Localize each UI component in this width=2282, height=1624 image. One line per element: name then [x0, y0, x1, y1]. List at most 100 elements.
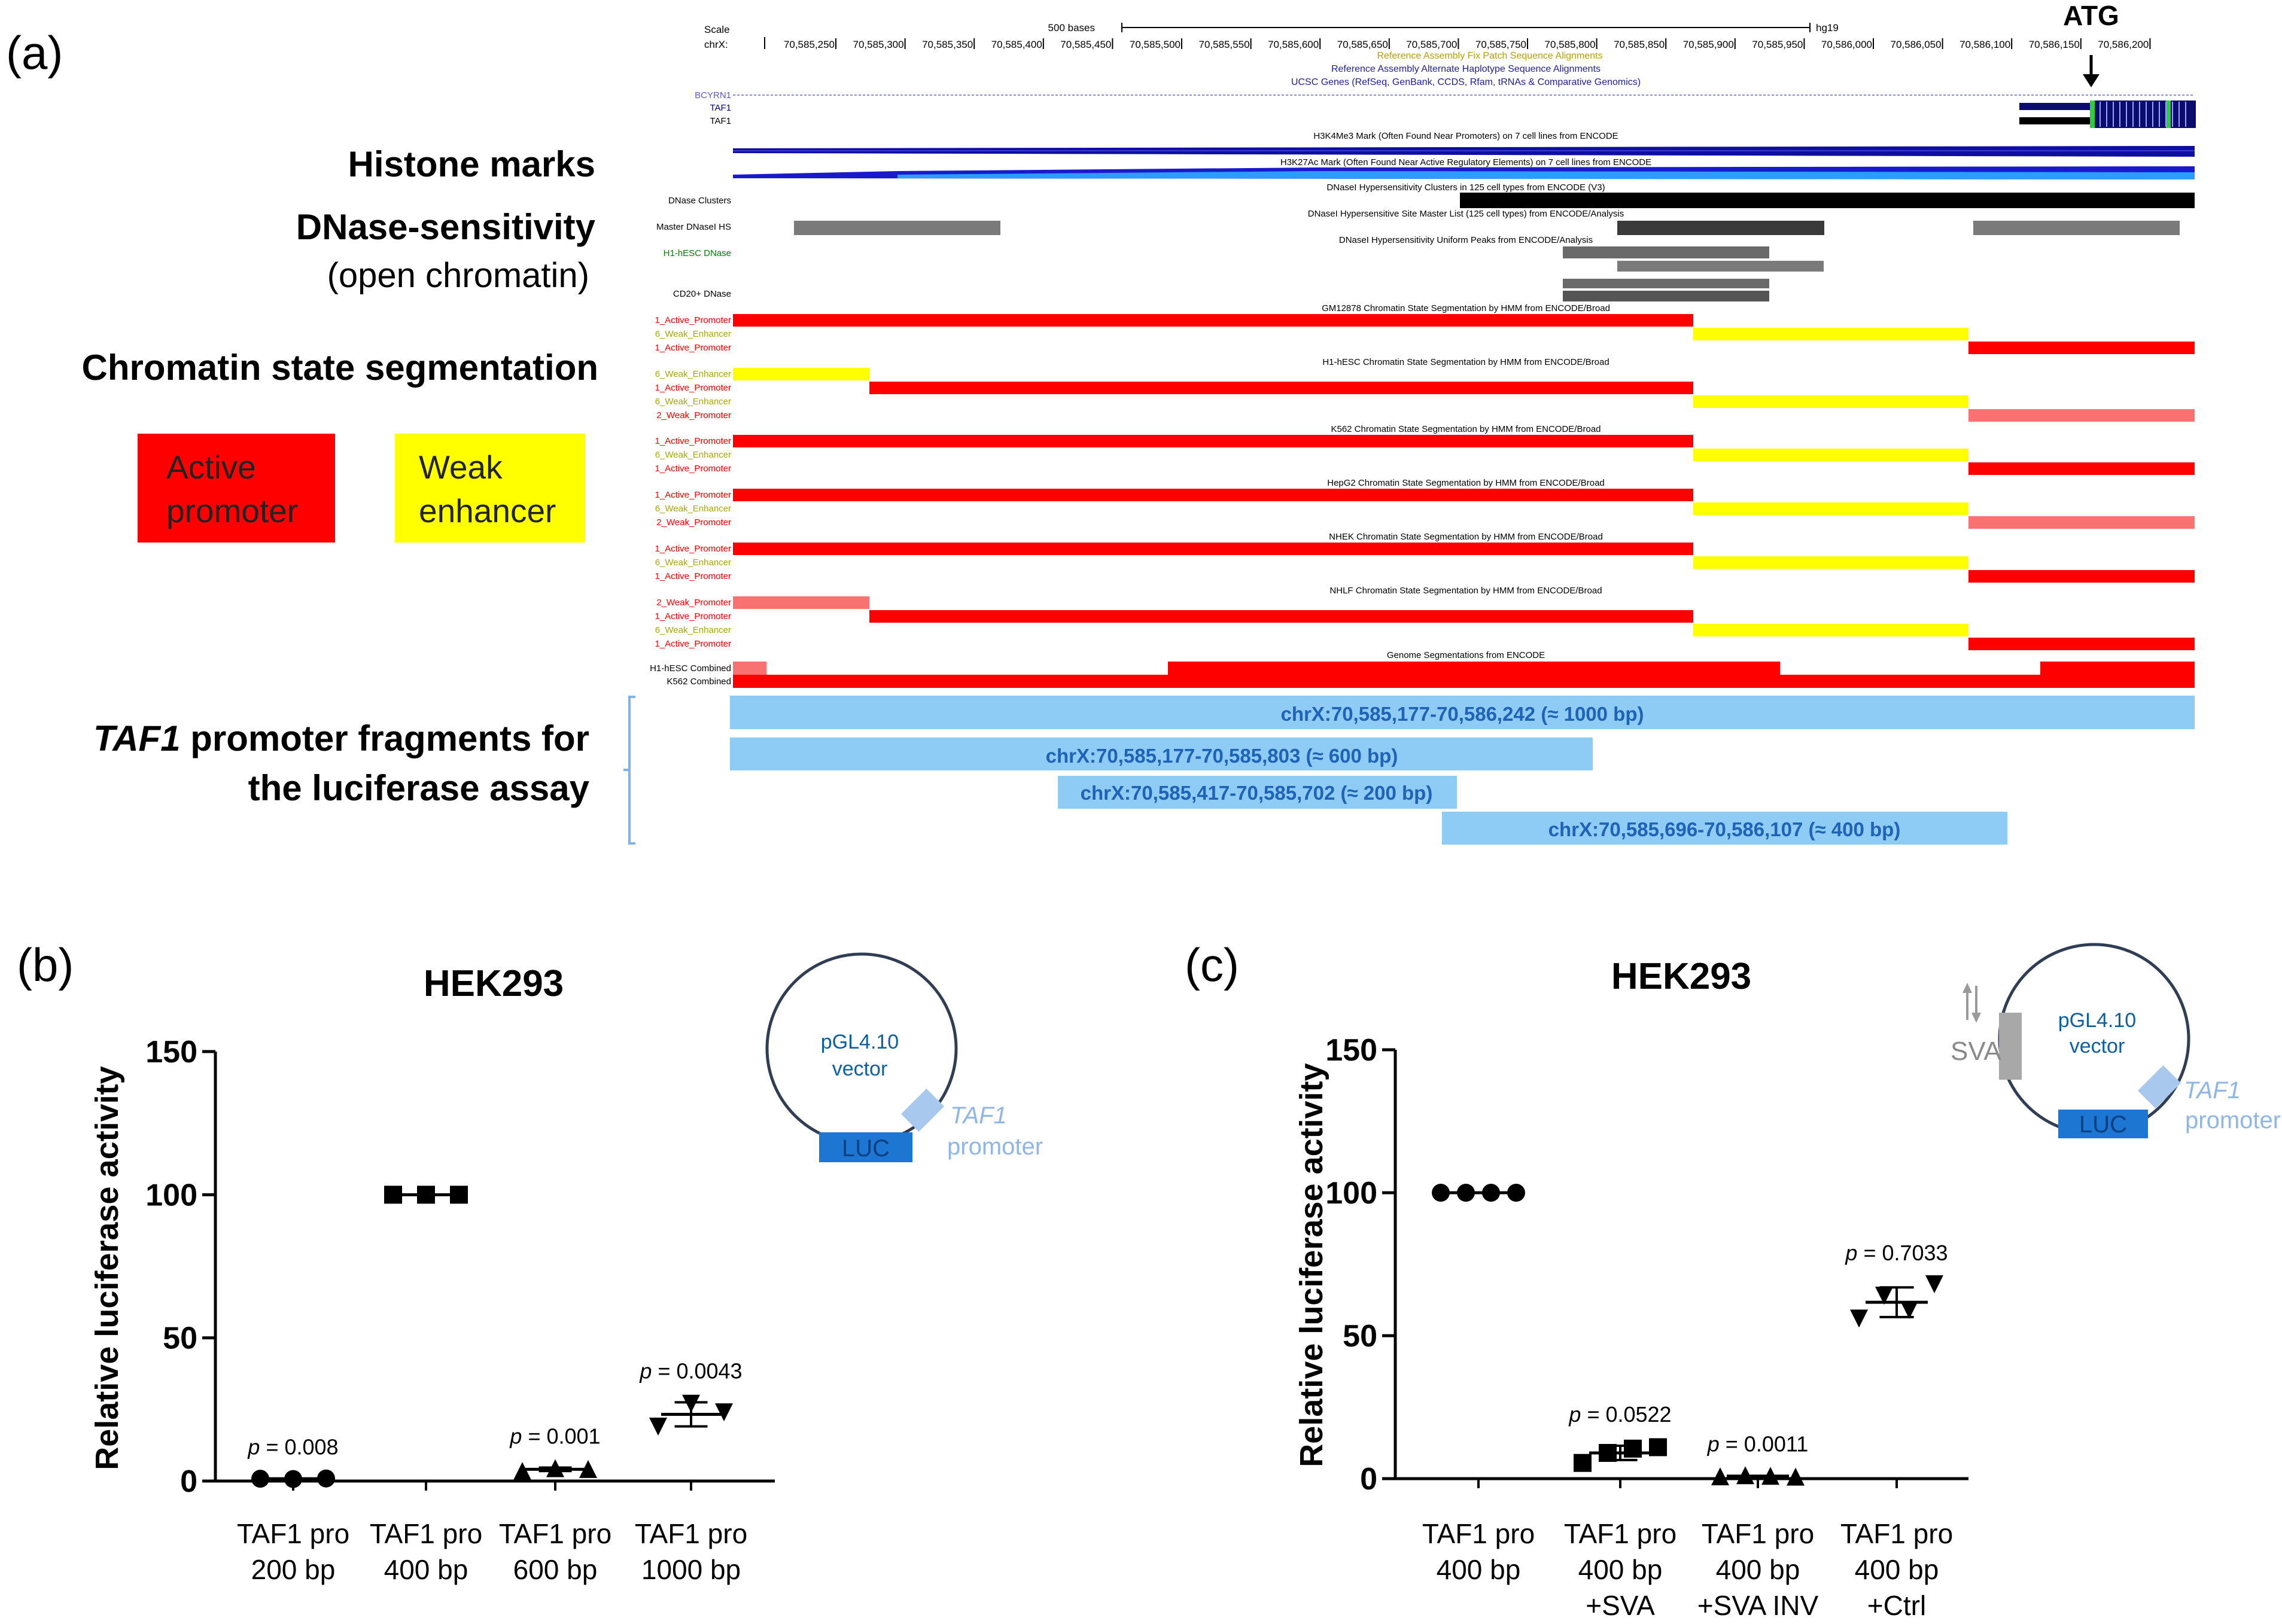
gene-exon-stripes	[2100, 102, 2186, 127]
panel-b-label: (b)	[17, 939, 74, 991]
state-nhlf-weak-promoter	[733, 596, 869, 609]
legend-weak-line1: Weak	[419, 449, 503, 486]
data-point-triangle-up	[579, 1460, 597, 1478]
sva-orientation-arrow-down-head	[1971, 1013, 1981, 1023]
state-gm12878-active-1	[733, 314, 1693, 327]
state-label-k562-3: 1_Active_Promoter	[655, 464, 731, 474]
plasmid-b-luc-box	[819, 1132, 912, 1162]
chart-c-title: HEK293	[1611, 956, 1751, 997]
combined-h1hesc-weak	[733, 662, 766, 675]
state-label-hepg2-3: 2_Weak_Promoter	[656, 517, 731, 528]
state-hepg2-weak-enhancer	[1693, 502, 1968, 515]
browser-tick-label: 70,585,650	[1337, 39, 1388, 50]
chart-b-title: HEK293	[424, 963, 564, 1004]
browser-tick-label: 70,585,800	[1545, 39, 1596, 50]
state-k562-active-2	[1968, 462, 2195, 475]
p-value: = 0.001	[522, 1424, 600, 1449]
x-category-label: +Ctrl	[1867, 1590, 1926, 1621]
state-h1hesc-weak-enhancer-2	[1693, 395, 1968, 408]
dnase-cd20-bar-1	[1563, 279, 1769, 288]
state-label-nhlf-1: 2_Weak_Promoter	[656, 598, 731, 608]
sva-orientation-arrow-up-head	[1962, 983, 1972, 993]
browser-tick-label: 70,586,200	[2098, 39, 2149, 50]
x-category-label: TAF1 pro	[1422, 1518, 1535, 1549]
panel-a: (a) Histone marks DNase-sensitivity (ope…	[6, 0, 2196, 845]
plasmid-b-promoter-label: promoter	[947, 1134, 1043, 1160]
browser-tick-label: 70,586,050	[1891, 39, 1942, 50]
state-h1hesc-weak-enhancer-1	[733, 368, 869, 380]
state-nhek-weak-enhancer	[1693, 556, 1968, 569]
legend-weak-enhancer-swatch	[395, 434, 585, 543]
fragments-bracket	[628, 696, 635, 845]
p-value: = 0.008	[260, 1435, 338, 1460]
state-hepg2-weak-promoter	[1968, 516, 2195, 529]
gene-label-taf1-b: TAF1	[710, 116, 731, 126]
track-title-uniform-peaks: DNaseI Hypersensitivity Uniform Peaks fr…	[1339, 235, 1593, 245]
browser-tick-label: 70,585,500	[1130, 39, 1180, 50]
x-category-label: TAF1 pro	[1840, 1518, 1953, 1549]
dnase-master-bar-3	[1973, 221, 2180, 235]
data-point-square	[1649, 1438, 1667, 1457]
combined-h1hesc-active-1	[1168, 662, 1780, 675]
data-point-triangle-down	[1850, 1309, 1868, 1328]
combined-label-k562: K562 Combined	[667, 677, 731, 687]
inset-b-plasmid: pGL4.10 vector LUC TAF1 promoter	[765, 952, 1043, 1162]
data-point-triangle-up	[1711, 1467, 1729, 1486]
heading-fragments-line1: TAF1 promoter fragments for	[93, 718, 589, 758]
state-label-nhek-2: 6_Weak_Enhancer	[655, 557, 731, 568]
gene-exon-marker-b	[2166, 100, 2171, 128]
y-tick-label: 50	[1343, 1319, 1377, 1354]
browser-tick-label: 70,586,150	[2029, 39, 2080, 50]
state-label-h1hesc-3: 6_Weak_Enhancer	[655, 397, 731, 407]
state-label-nhek-3: 1_Active_Promoter	[655, 571, 731, 581]
plasmid-c-vector: vector	[2070, 1035, 2125, 1058]
gene-label-taf1-a: TAF1	[710, 103, 731, 113]
browser-chr-label: chrX:	[704, 39, 728, 50]
state-label-h1hesc-2: 1_Active_Promoter	[655, 383, 731, 393]
data-point-square	[1624, 1439, 1642, 1458]
x-category-label: 400 bp	[1437, 1554, 1521, 1585]
dnase-cd20-bar-2	[1563, 291, 1769, 301]
browser-tick-label: 70,585,550	[1199, 39, 1250, 50]
dnase-clusters-bar	[1460, 193, 2195, 208]
x-category-label: TAF1 pro	[370, 1518, 482, 1549]
x-category-label: 200 bp	[251, 1554, 336, 1585]
data-point-circle	[251, 1470, 269, 1488]
track-title-nhek: NHEK Chromatin State Segmentation by HMM…	[1329, 532, 1603, 542]
state-nhek-active-1	[733, 543, 1693, 555]
legend-weak-line2: enhancer	[419, 492, 556, 529]
browser-assembly: hg19	[1816, 22, 1839, 33]
track-title-ucsc-genes: UCSC Genes (RefSeq, GenBank, CCDS, Rfam,…	[1291, 77, 1641, 87]
fragment-600bp-bar	[730, 738, 1593, 770]
data-point-circle	[317, 1469, 335, 1488]
x-category-label: 400 bp	[384, 1554, 468, 1585]
state-label-hepg2-2: 6_Weak_Enhancer	[655, 504, 731, 514]
heading-open-chromatin: (open chromatin)	[327, 256, 589, 295]
browser-tick-label: 70,585,250	[784, 39, 835, 50]
data-point-triangle-up	[1787, 1467, 1805, 1486]
p-value-label: p = 0.008	[247, 1435, 338, 1460]
p-symbol: p	[509, 1424, 522, 1449]
gene-exon-marker-a	[2090, 100, 2095, 128]
p-symbol: p	[639, 1358, 652, 1383]
atg-arrow-head	[2083, 74, 2100, 87]
combined-k562-active	[733, 675, 2195, 688]
plasmid-c-luc-label: LUC	[2079, 1111, 2127, 1138]
heading-fragments-rest: promoter fragments for	[181, 718, 589, 758]
state-gm12878-active-2	[1968, 342, 2195, 354]
x-category-label: +SVA INV	[1697, 1590, 1819, 1621]
plasmid-c-name: pGL4.10	[2058, 1009, 2136, 1032]
state-h1hesc-active	[869, 382, 1693, 394]
fragment-1000bp-label: chrX:70,585,177-70,586,242 (≈ 1000 bp)	[1281, 703, 1644, 725]
plasmid-b-name: pGL4.10	[821, 1031, 899, 1053]
state-label-gm12878-1: 1_Active_Promoter	[655, 315, 731, 325]
track-title-h3k27ac: H3K27Ac Mark (Often Found Near Active Re…	[1280, 157, 1651, 167]
plasmid-b-promoter-box	[900, 1088, 945, 1132]
x-category-label: 600 bp	[513, 1554, 598, 1585]
panel-b: (b) HEK293 Relative luciferase activity …	[17, 939, 1043, 1585]
track-title-k562: K562 Chromatin State Segmentation by HMM…	[1331, 424, 1601, 434]
dnase-label-master: Master DNaseI HS	[656, 222, 731, 232]
browser-tick-label: 70,586,100	[1960, 39, 2010, 50]
x-category-label: 1000 bp	[641, 1554, 741, 1585]
heading-fragments-gene: TAF1	[93, 718, 181, 758]
